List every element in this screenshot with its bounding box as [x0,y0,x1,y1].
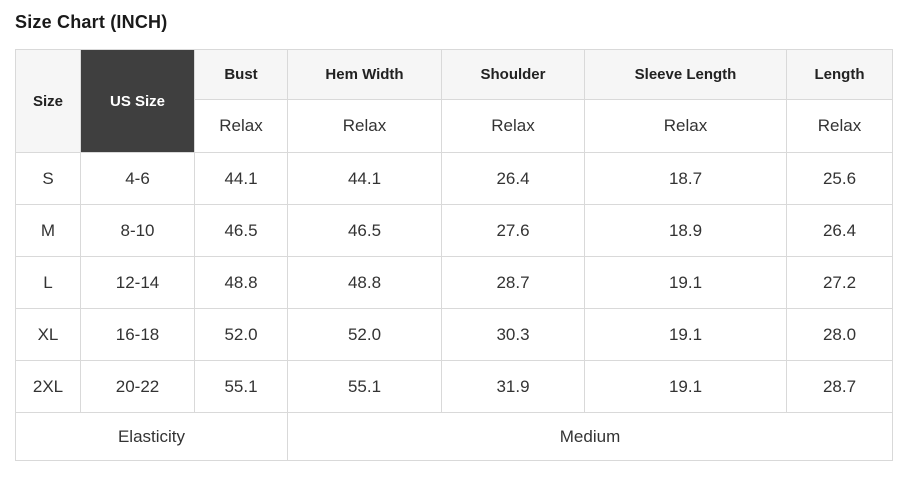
shoulder-cell: 28.7 [441,256,585,309]
length-cell: 26.4 [786,204,893,257]
bust-cell: 46.5 [194,204,288,257]
fit-type-cell: Relax [786,99,893,153]
us-size-cell: 16-18 [80,308,195,361]
hem-width-cell: 44.1 [287,152,442,205]
shoulder-cell: 27.6 [441,204,585,257]
sleeve-length-cell: 18.7 [584,152,787,205]
length-cell: 27.2 [786,256,893,309]
us-size-cell: 12-14 [80,256,195,309]
hem-width-column-header: Hem Width [287,49,442,100]
shoulder-cell: 26.4 [441,152,585,205]
elasticity-label: Elasticity [15,412,288,461]
table-row: M 8-10 46.5 46.5 27.6 18.9 26.4 [15,204,893,257]
length-column-header: Length [786,49,893,100]
bust-cell: 44.1 [194,152,288,205]
size-cell: 2XL [15,360,81,413]
bust-cell: 55.1 [194,360,288,413]
fit-type-cell: Relax [194,99,288,153]
us-size-column-header: US Size [80,49,195,153]
size-cell: L [15,256,81,309]
sleeve-length-cell: 19.1 [584,256,787,309]
bust-column-header: Bust [194,49,288,100]
size-column-header: Size [15,49,81,153]
fit-type-cell: Relax [287,99,442,153]
length-cell: 25.6 [786,152,893,205]
us-size-cell: 20-22 [80,360,195,413]
length-cell: 28.0 [786,308,893,361]
hem-width-cell: 46.5 [287,204,442,257]
size-cell: XL [15,308,81,361]
table-row: L 12-14 48.8 48.8 28.7 19.1 27.2 [15,256,893,309]
elasticity-value: Medium [287,412,893,461]
sleeve-length-column-header: Sleeve Length [584,49,787,100]
header-row-main: Size US Size Bust Hem Width Shoulder Sle… [15,49,893,153]
table-row: 2XL 20-22 55.1 55.1 31.9 19.1 28.7 [15,360,893,413]
size-chart-title: Size Chart (INCH) [15,12,168,32]
sleeve-length-cell: 19.1 [584,308,787,361]
us-size-cell: 4-6 [80,152,195,205]
hem-width-cell: 52.0 [287,308,442,361]
hem-width-cell: 48.8 [287,256,442,309]
size-cell: S [15,152,81,205]
bust-cell: 48.8 [194,256,288,309]
sleeve-length-cell: 18.9 [584,204,787,257]
shoulder-column-header: Shoulder [441,49,585,100]
length-cell: 28.7 [786,360,893,413]
fit-type-cell: Relax [441,99,585,153]
size-table-body: S 4-6 44.1 44.1 26.4 18.7 25.6 M 8-10 46.5 46.5 27.… [15,152,893,413]
header-row-fit: Relax Relax Relax Relax Relax [16,99,893,153]
table-row: XL 16-18 52.0 52.0 30.3 19.1 28.0 [15,308,893,361]
us-size-cell: 8-10 [80,204,195,257]
shoulder-cell: 31.9 [441,360,585,413]
sleeve-length-cell: 19.1 [584,360,787,413]
fit-type-cell: Relax [584,99,787,153]
bust-cell: 52.0 [194,308,288,361]
hem-width-cell: 55.1 [287,360,442,413]
elasticity-row: Elasticity Medium [15,412,893,461]
table-row: S 4-6 44.1 44.1 26.4 18.7 25.6 [15,152,893,205]
size-cell: M [15,204,81,257]
size-chart-section: Size Chart (INCH) Size US Size Bust Hem … [15,12,893,461]
shoulder-cell: 30.3 [441,308,585,361]
size-chart-table: Size US Size Bust Hem Width Shoulder Sle… [15,49,893,461]
